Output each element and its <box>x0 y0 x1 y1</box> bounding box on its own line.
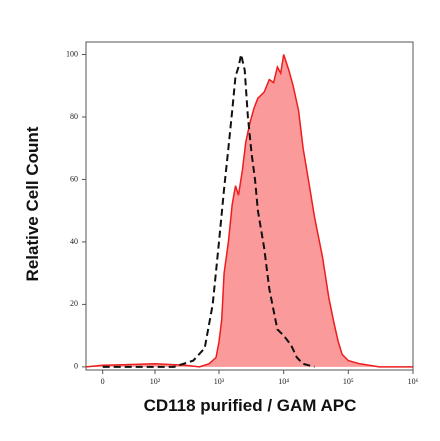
y-axis-label: Relative Cell Count <box>23 126 42 281</box>
y-tick-label: 20 <box>70 299 78 308</box>
y-tick-label: 60 <box>70 174 78 183</box>
y-tick-label: 100 <box>66 49 78 58</box>
x-tick-label: 10⁴ <box>278 377 289 386</box>
x-tick-label: 10³ <box>214 377 225 386</box>
y-tick-label: 40 <box>70 237 78 246</box>
y-tick-label: 0 <box>74 362 78 371</box>
x-axis-label: CD118 purified / GAM APC <box>144 396 357 415</box>
series-line <box>85 54 413 368</box>
series-line <box>102 54 315 368</box>
y-tick-label: 80 <box>70 112 78 121</box>
x-tick-label: 10⁶ <box>408 377 419 386</box>
series-area <box>86 54 413 367</box>
x-tick-label: 0 <box>101 377 105 386</box>
plot-frame <box>85 41 414 371</box>
x-tick-label: 10⁵ <box>343 377 354 386</box>
x-tick-label: 10² <box>150 377 161 386</box>
